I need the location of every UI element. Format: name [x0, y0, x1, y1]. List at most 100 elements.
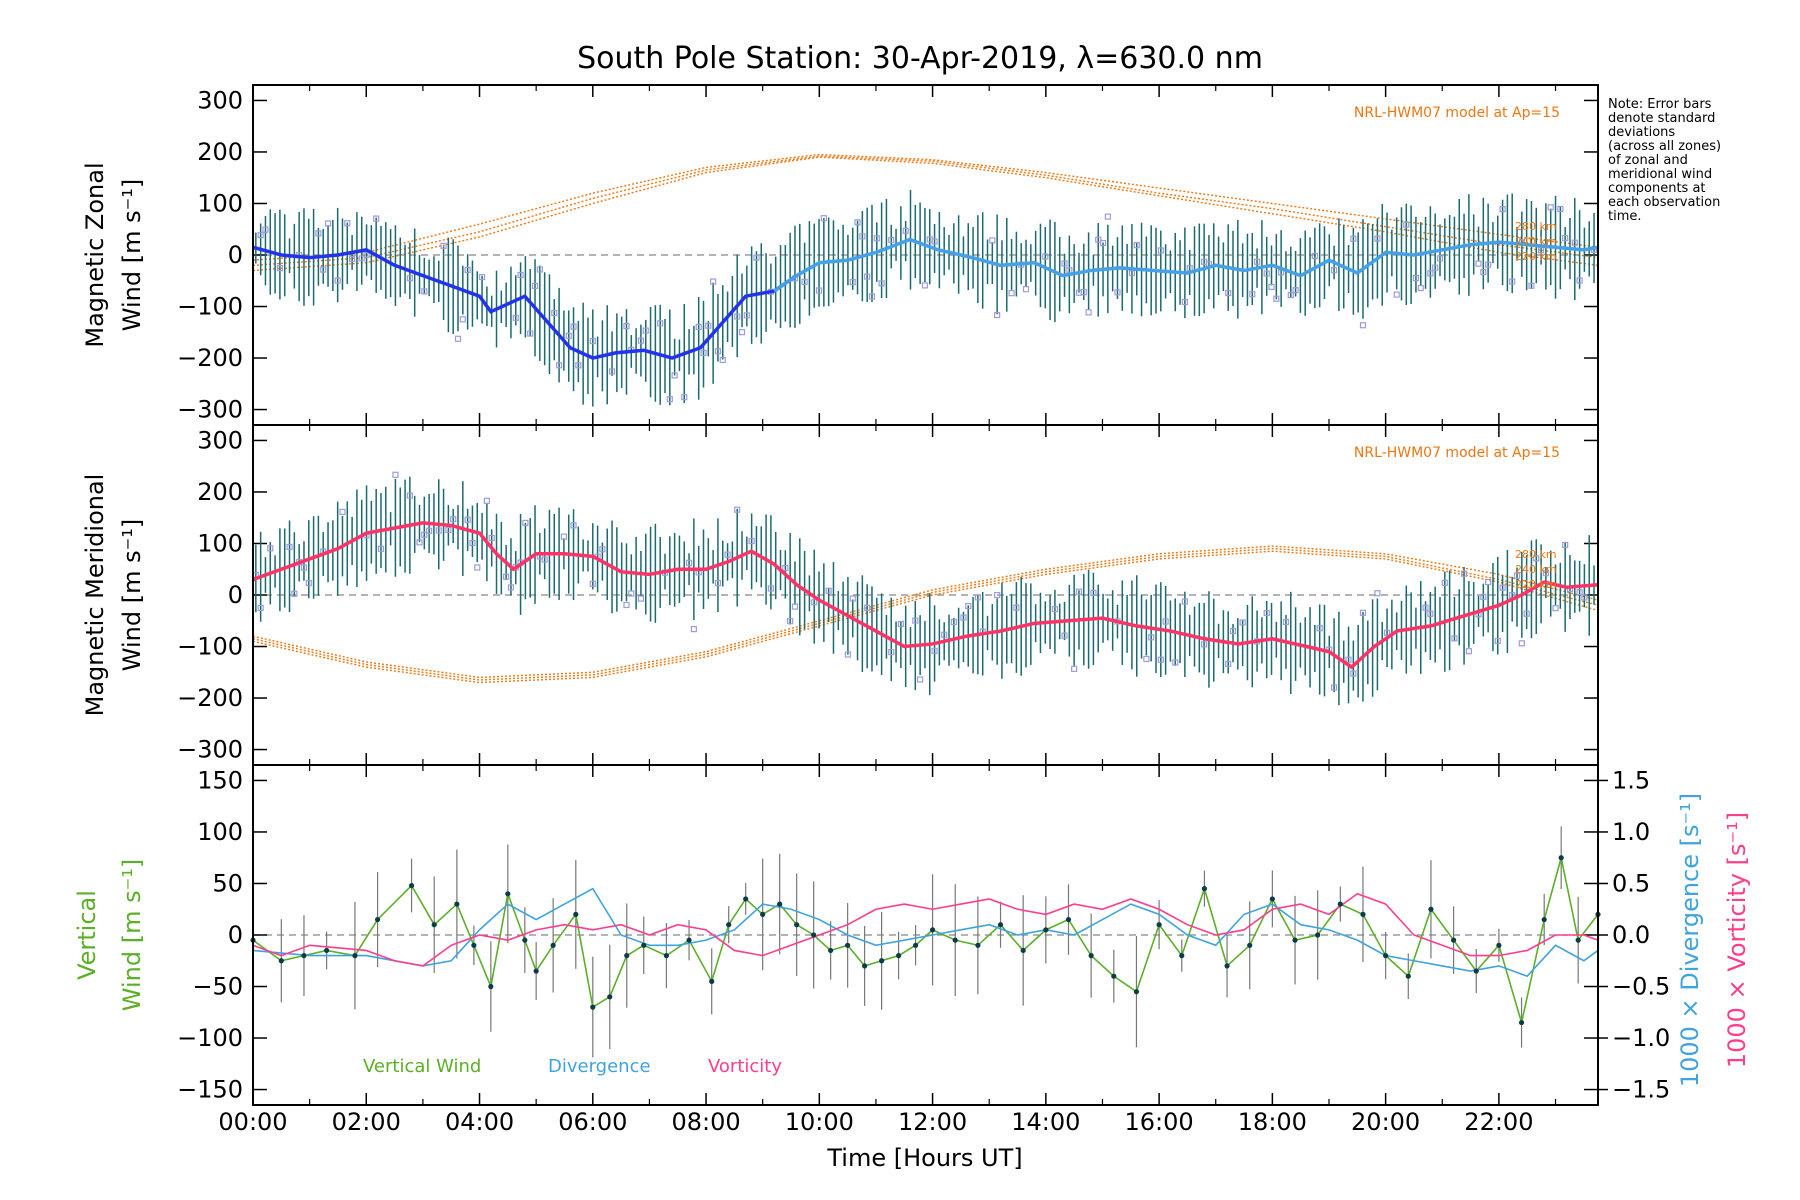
zonal-zone-sample — [324, 220, 332, 227]
meridional-zone-sample — [1263, 609, 1270, 617]
zonal-zone-sample — [666, 396, 673, 403]
vertical-wind-point — [1201, 886, 1208, 892]
meridional-model-line — [252, 545, 1599, 679]
zonal-zone-sample — [373, 215, 380, 222]
zonal-zone-sample — [1485, 261, 1492, 268]
meridional-zone-sample — [917, 676, 924, 683]
meridional-zone-sample — [791, 603, 799, 610]
vertical-wind-point — [1088, 953, 1094, 959]
meridional-zone-sample — [464, 516, 471, 523]
zonal-zone-sample — [1374, 235, 1381, 242]
meridional-zone-sample — [483, 497, 490, 504]
meridional-zone-sample — [300, 564, 308, 571]
meridional-zone-sample — [974, 594, 981, 601]
zonal-zone-sample — [570, 323, 577, 330]
xtick-label: 20:00 — [1351, 1108, 1420, 1136]
meridional-zone-sample — [1494, 637, 1501, 645]
zonal-zone-sample — [1436, 255, 1444, 262]
meridional-zone-sample — [1201, 641, 1208, 648]
zonal-model-label: NRL-HWM07 model at Ap=15 — [1354, 105, 1560, 121]
meridional-zone-sample — [450, 516, 457, 523]
meridional-zone-sample — [1480, 593, 1487, 600]
vertical-ytick-label: 150 — [197, 766, 243, 794]
vertical-wind-point — [1496, 942, 1502, 948]
meridional-ytick-label: −200 — [177, 684, 243, 712]
zonal-zone-sample — [888, 236, 895, 244]
zonal-zone-sample — [262, 226, 269, 233]
meridional-zone-sample — [503, 573, 510, 580]
meridional-zone-sample — [623, 601, 630, 609]
meridional-zone-sample — [734, 506, 741, 513]
divergence-ytick-label: 1.5 — [1612, 766, 1650, 794]
zonal-zone-sample — [589, 338, 596, 345]
zonal-zone-sample — [1157, 247, 1164, 254]
meridional-zone-sample — [1075, 588, 1083, 595]
meridional-zone-sample — [690, 626, 697, 633]
meridional-zone-sample — [445, 526, 452, 533]
meridional-zone-sample — [421, 531, 428, 538]
zonal-zone-sample — [1022, 286, 1030, 293]
zonal-zone-sample — [358, 255, 365, 262]
divergence-ytick-label: 0.5 — [1612, 869, 1650, 897]
zonal-ytick-label: −200 — [177, 344, 243, 372]
vertical-wind-point — [929, 927, 936, 933]
zonal-zone-sample — [864, 273, 871, 280]
vertical-wind-point — [686, 937, 692, 943]
zonal-zone-sample — [681, 394, 688, 401]
zonal-zone-sample — [315, 230, 322, 237]
divergence-ytick-label: −1.0 — [1612, 1024, 1670, 1052]
vertical-wind-point — [488, 983, 494, 990]
vertical-wind-point — [505, 891, 511, 897]
meridional-zone-sample — [1172, 659, 1179, 666]
zonal-zone-sample — [700, 349, 707, 356]
zonal-zone-sample — [820, 215, 827, 222]
figure-title: South Pole Station: 30-Apr-2019, λ=630.0… — [577, 41, 1263, 76]
zonal-zone-sample — [931, 238, 938, 245]
note-line: of zonal and — [1608, 153, 1688, 168]
zonal-zone-sample — [695, 323, 702, 331]
meridional-ylabel: Magnetic Meridional — [81, 474, 109, 717]
zonal-ytick-label: −300 — [177, 396, 243, 424]
vertical-wind-point — [1541, 916, 1547, 923]
zonal-panel: NRL-HWM07 model at Ap=15 280 km 240 km 2… — [81, 84, 1599, 426]
vertical-wind-point — [374, 916, 381, 923]
vertical-wind-point — [1383, 953, 1389, 959]
meridional-zone-sample — [864, 604, 871, 611]
meridional-zone-sample — [488, 534, 495, 542]
zonal-zone-sample — [464, 266, 471, 274]
note-line: deviations — [1608, 125, 1675, 140]
zonal-zone-sample — [1403, 221, 1410, 228]
zonal-zone-sample — [565, 332, 572, 339]
vertical-ytick-label: 50 — [212, 869, 243, 897]
legend-divergence: Divergence — [548, 1056, 651, 1077]
divergence-ytick-label: 1.0 — [1612, 818, 1650, 846]
zonal-zone-sample — [1099, 239, 1107, 247]
zonal-plot-content — [252, 85, 1599, 425]
zonal-zone-sample — [1268, 283, 1275, 290]
meridional-zone-sample — [1374, 590, 1381, 597]
vertical-wind-point — [777, 901, 783, 907]
meridional-model-altitude-labels: 280 km 240 km 220 km — [1515, 548, 1557, 591]
zonal-zone-sample — [1359, 322, 1367, 329]
xtick-label: 06:00 — [558, 1108, 627, 1136]
meridional-zone-sample — [960, 614, 967, 621]
vertical-wind-point — [743, 896, 749, 902]
meridional-zone-sample — [1051, 606, 1059, 613]
vertical-wind-point — [975, 942, 981, 948]
meridional-zone-sample — [1576, 588, 1583, 596]
meridional-zone-sample — [1282, 618, 1290, 626]
zonal-zone-sample — [406, 275, 413, 282]
vertical-wind-point — [912, 942, 919, 948]
meridional-zone-sample — [1441, 579, 1448, 586]
meridional-zone-sample — [1460, 570, 1468, 577]
zonal-zone-sample — [1287, 291, 1294, 299]
meridional-zone-sample — [782, 564, 789, 572]
vertical-wind-point — [1269, 896, 1275, 902]
meridional-zone-sample — [1090, 589, 1097, 596]
meridional-zone-sample — [1239, 619, 1246, 626]
zonal-zone-sample — [623, 323, 630, 330]
zonal-zone-sample — [1249, 291, 1256, 298]
zonal-zone-sample — [642, 327, 649, 334]
meridional-zone-sample — [392, 471, 399, 478]
zonal-zone-sample — [1350, 235, 1357, 242]
